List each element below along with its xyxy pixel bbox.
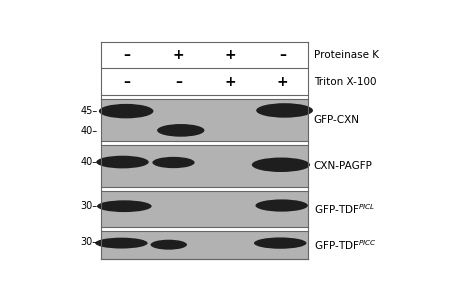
- Text: 40–: 40–: [80, 157, 98, 167]
- Ellipse shape: [97, 200, 152, 212]
- Ellipse shape: [252, 158, 310, 172]
- Text: 40–: 40–: [80, 126, 98, 136]
- Ellipse shape: [96, 156, 149, 168]
- Text: 45–: 45–: [80, 106, 98, 116]
- Text: –: –: [175, 75, 182, 89]
- Ellipse shape: [152, 157, 195, 168]
- Ellipse shape: [256, 103, 313, 118]
- Text: +: +: [276, 75, 288, 89]
- Text: +: +: [225, 75, 236, 89]
- Text: GFP-TDF$^{PICL}$: GFP-TDF$^{PICL}$: [314, 202, 376, 216]
- FancyBboxPatch shape: [101, 191, 308, 227]
- Text: 30–: 30–: [80, 201, 98, 211]
- Ellipse shape: [150, 240, 187, 250]
- FancyBboxPatch shape: [101, 227, 308, 231]
- Ellipse shape: [256, 199, 308, 212]
- FancyBboxPatch shape: [101, 68, 308, 95]
- Ellipse shape: [254, 238, 306, 249]
- Text: GFP-CXN: GFP-CXN: [314, 115, 360, 125]
- Text: +: +: [172, 48, 184, 62]
- Text: –: –: [279, 48, 286, 62]
- FancyBboxPatch shape: [101, 42, 308, 68]
- Text: –: –: [123, 75, 130, 89]
- FancyBboxPatch shape: [101, 99, 308, 141]
- Text: 30–: 30–: [80, 238, 98, 248]
- Ellipse shape: [95, 238, 148, 248]
- Ellipse shape: [99, 104, 153, 118]
- Text: Proteinase K: Proteinase K: [314, 50, 379, 60]
- Text: +: +: [225, 48, 236, 62]
- Text: –: –: [123, 48, 130, 62]
- Text: GFP-TDF$^{PICC}$: GFP-TDF$^{PICC}$: [314, 238, 377, 252]
- FancyBboxPatch shape: [101, 145, 308, 187]
- Text: CXN-PAGFP: CXN-PAGFP: [314, 161, 373, 171]
- FancyBboxPatch shape: [101, 141, 308, 145]
- FancyBboxPatch shape: [101, 231, 308, 259]
- Ellipse shape: [157, 124, 204, 137]
- Text: Triton X-100: Triton X-100: [314, 77, 376, 87]
- FancyBboxPatch shape: [101, 187, 308, 191]
